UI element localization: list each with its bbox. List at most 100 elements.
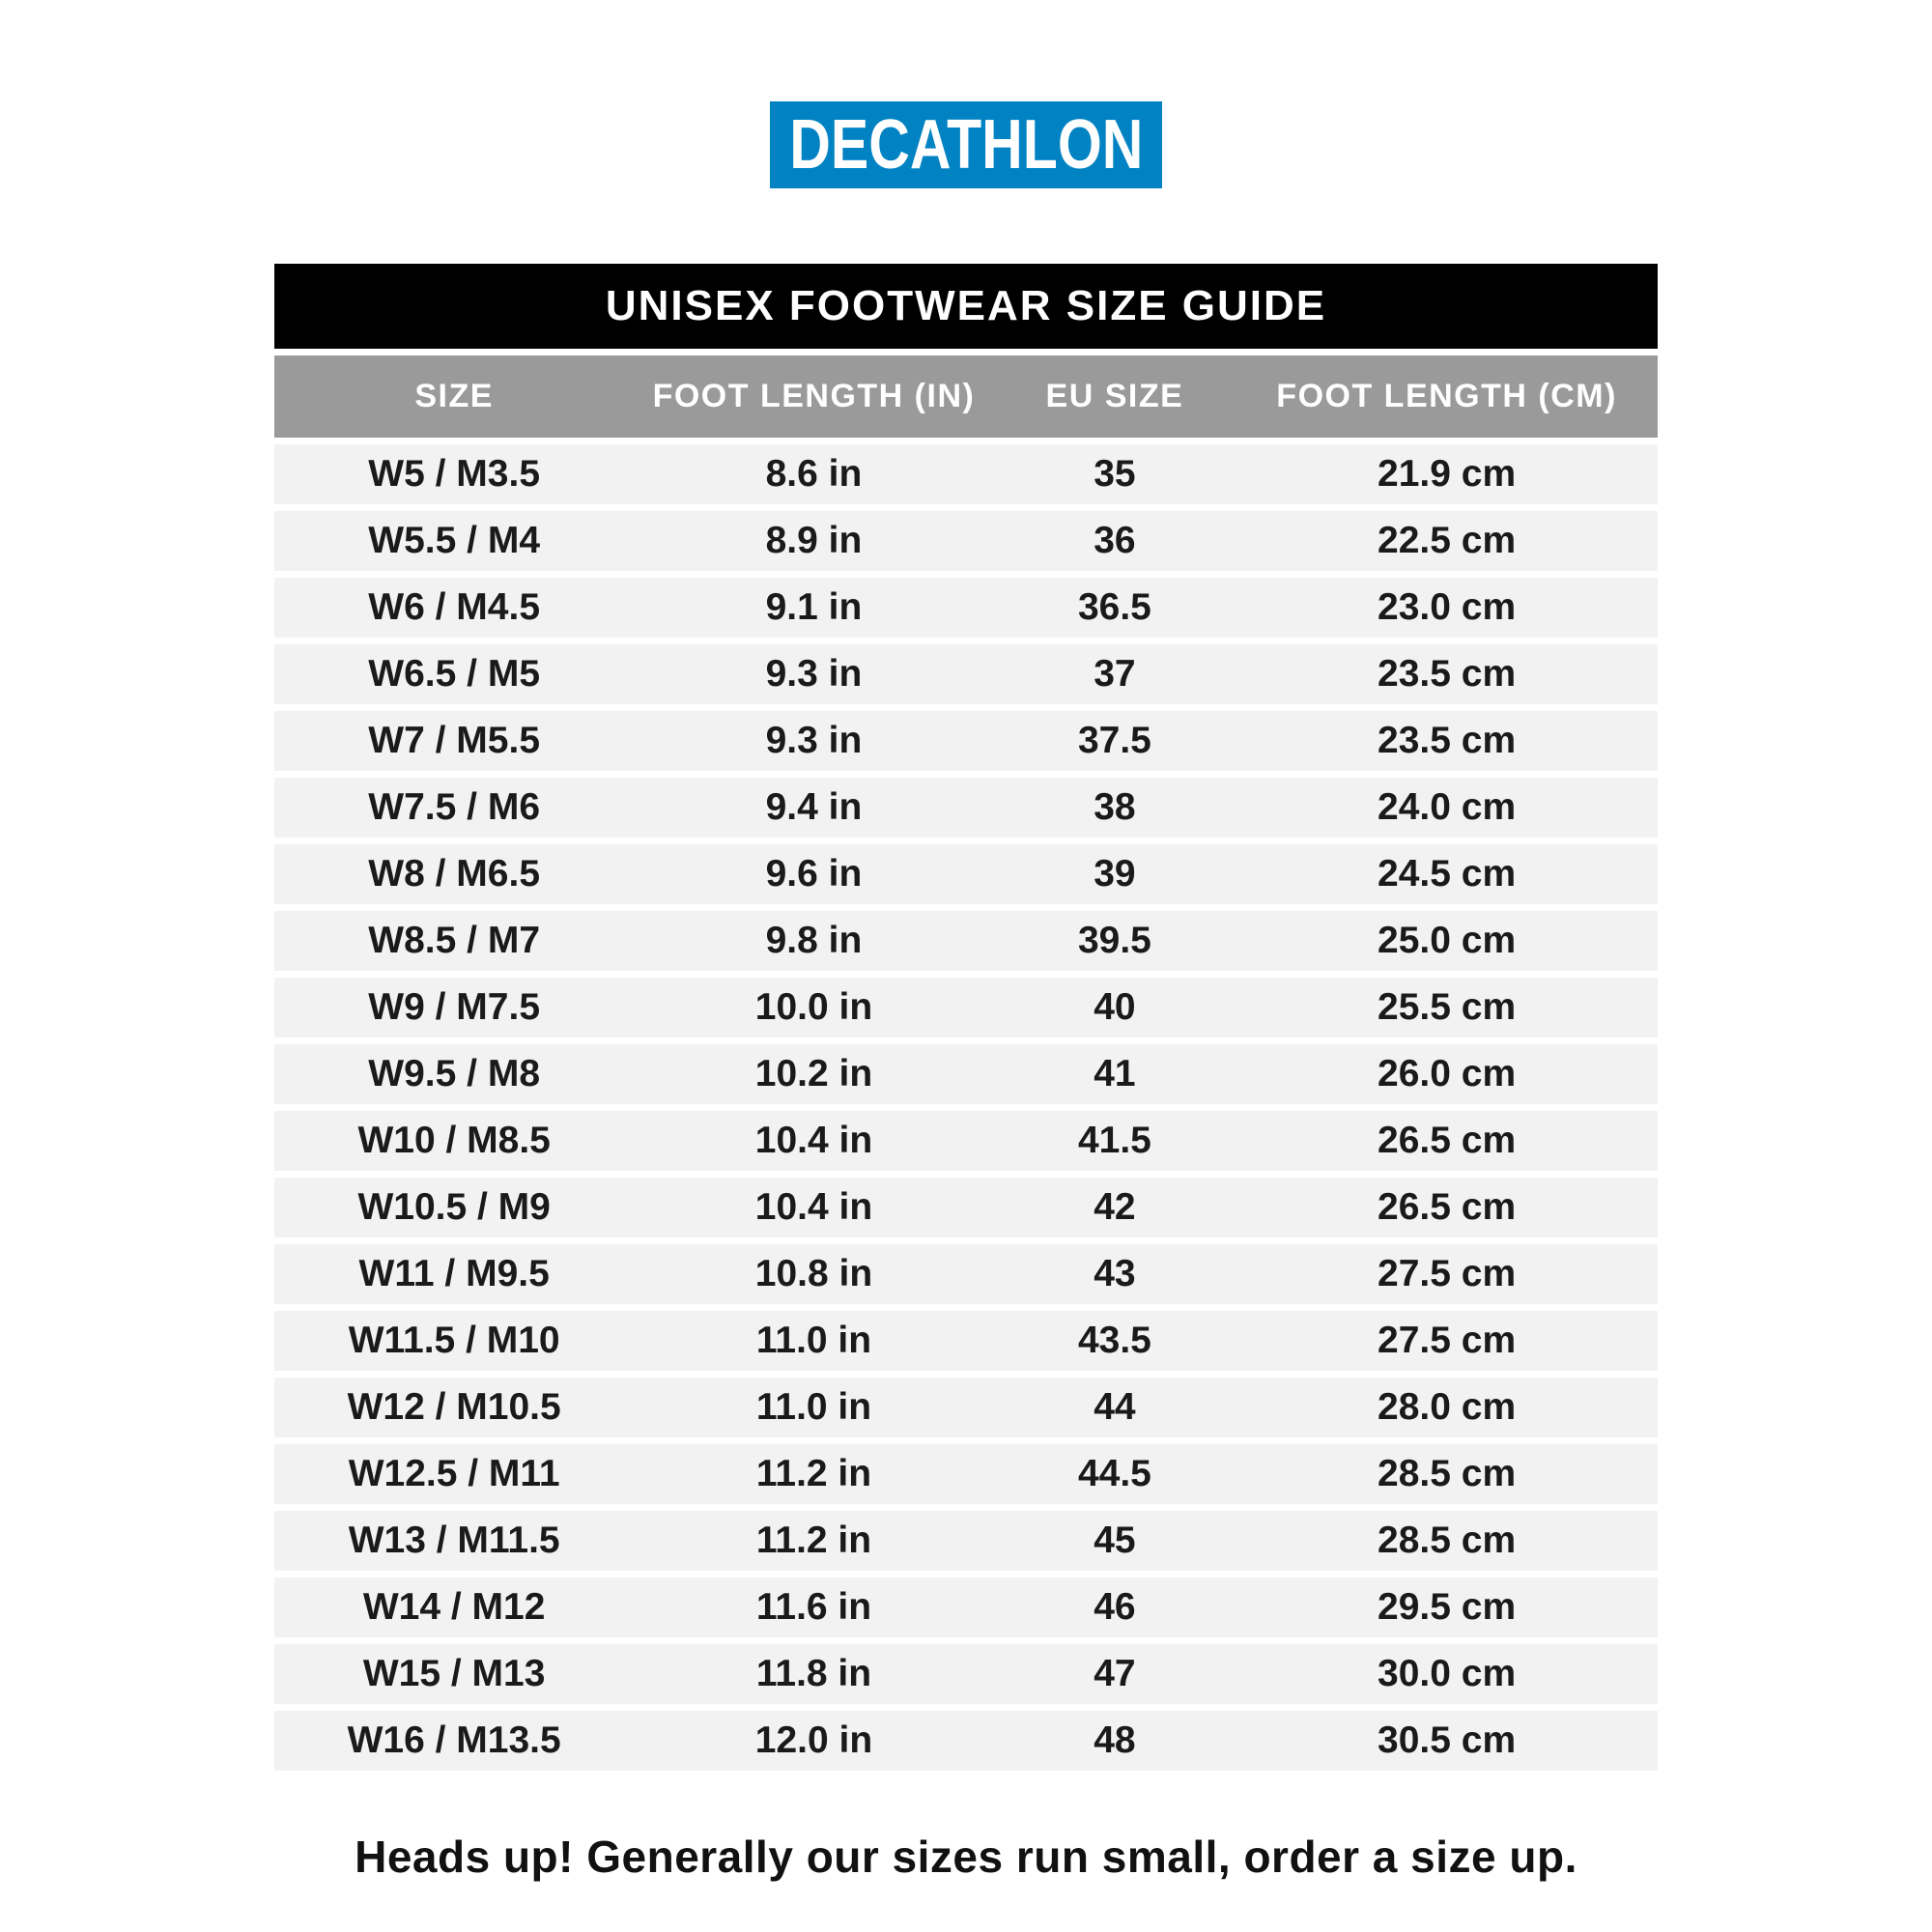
table-cell: W12 / M10.5 [274,1378,635,1437]
table-cell: 9.8 in [634,911,994,971]
table-cell: 39 [993,844,1236,904]
table-header-row: SIZE FOOT LENGTH (IN) EU SIZE FOOT LENGT… [274,355,1658,438]
table-cell: 44.5 [993,1444,1236,1504]
table-cell: 9.1 in [634,578,994,638]
table-cell: 37 [993,644,1236,704]
table-cell: 11.6 in [634,1577,994,1637]
table-row: W6.5 / M5 9.3 in 37 23.5 cm [274,644,1658,704]
title-bar: UNISEX FOOTWEAR SIZE GUIDE [274,264,1658,349]
table-cell: W5.5 / M4 [274,511,635,571]
table-cell: 27.5 cm [1236,1244,1658,1304]
table-cell: 48 [993,1711,1236,1771]
table-cell: 9.3 in [634,644,994,704]
table-cell: 11.2 in [634,1511,994,1571]
table-cell: 22.5 cm [1236,511,1658,571]
table-cell: 25.5 cm [1236,978,1658,1037]
table-cell: 39.5 [993,911,1236,971]
table-row: W9 / M7.5 10.0 in 40 25.5 cm [274,978,1658,1037]
table-cell: W7.5 / M6 [274,778,635,838]
table-cell: 21.9 cm [1236,444,1658,504]
table-cell: 11.0 in [634,1378,994,1437]
table-cell: 36 [993,511,1236,571]
table-cell: 9.4 in [634,778,994,838]
table-row: W10.5 / M9 10.4 in 42 26.5 cm [274,1178,1658,1237]
table-row: W5.5 / M4 8.9 in 36 22.5 cm [274,511,1658,571]
table-cell: 43.5 [993,1311,1236,1371]
table-cell: 10.2 in [634,1044,994,1104]
table-cell: 38 [993,778,1236,838]
table-row: W10 / M8.5 10.4 in 41.5 26.5 cm [274,1111,1658,1171]
table-cell: 23.5 cm [1236,644,1658,704]
table-cell: W8 / M6.5 [274,844,635,904]
table-cell: 30.0 cm [1236,1644,1658,1704]
table-cell: 30.5 cm [1236,1711,1658,1771]
table-cell: W6 / M4.5 [274,578,635,638]
table-row: W7 / M5.5 9.3 in 37.5 23.5 cm [274,711,1658,771]
table-cell: 25.0 cm [1236,911,1658,971]
table-cell: W10 / M8.5 [274,1111,635,1171]
table-cell: 40 [993,978,1236,1037]
table-row: W12.5 / M11 11.2 in 44.5 28.5 cm [274,1444,1658,1504]
decathlon-logo-text: DECATHLON [788,106,1144,184]
table-cell: 36.5 [993,578,1236,638]
table-cell: 47 [993,1644,1236,1704]
column-header-size: SIZE [274,355,635,438]
table-cell: W16 / M13.5 [274,1711,635,1771]
table-cell: W15 / M13 [274,1644,635,1704]
table-cell: W9 / M7.5 [274,978,635,1037]
table-cell: W13 / M11.5 [274,1511,635,1571]
table-row: W12 / M10.5 11.0 in 44 28.0 cm [274,1378,1658,1437]
table-row: W16 / M13.5 12.0 in 48 30.5 cm [274,1711,1658,1771]
table-cell: 45 [993,1511,1236,1571]
table-cell: 28.5 cm [1236,1444,1658,1504]
size-table-body: W5 / M3.5 8.6 in 35 21.9 cm W5.5 / M4 8.9 in 3… [274,444,1658,1771]
table-cell: 41.5 [993,1111,1236,1171]
table-cell: W12.5 / M11 [274,1444,635,1504]
table-cell: 23.0 cm [1236,578,1658,638]
table-cell: 9.3 in [634,711,994,771]
table-cell: 29.5 cm [1236,1577,1658,1637]
table-cell: 11.8 in [634,1644,994,1704]
table-cell: 24.0 cm [1236,778,1658,838]
table-row: W6 / M4.5 9.1 in 36.5 23.0 cm [274,578,1658,638]
size-table: SIZE FOOT LENGTH (IN) EU SIZE FOOT LENGT… [274,349,1658,1777]
table-cell: 26.5 cm [1236,1111,1658,1171]
column-header-foot-length-in: FOOT LENGTH (IN) [634,355,994,438]
table-cell: W8.5 / M7 [274,911,635,971]
table-cell: W6.5 / M5 [274,644,635,704]
table-row: W15 / M13 11.8 in 47 30.0 cm [274,1644,1658,1704]
table-row: W14 / M12 11.6 in 46 29.5 cm [274,1577,1658,1637]
table-cell: 28.0 cm [1236,1378,1658,1437]
table-cell: 8.6 in [634,444,994,504]
table-cell: 24.5 cm [1236,844,1658,904]
table-row: W11.5 / M10 11.0 in 43.5 27.5 cm [274,1311,1658,1371]
table-row: W11 / M9.5 10.8 in 43 27.5 cm [274,1244,1658,1304]
table-cell: W7 / M5.5 [274,711,635,771]
column-header-foot-length-cm: FOOT LENGTH (CM) [1236,355,1658,438]
table-cell: 46 [993,1577,1236,1637]
table-cell: 37.5 [993,711,1236,771]
table-cell: 8.9 in [634,511,994,571]
table-cell: W11.5 / M10 [274,1311,635,1371]
table-row: W9.5 / M8 10.2 in 41 26.0 cm [274,1044,1658,1104]
table-cell: 10.4 in [634,1111,994,1171]
table-cell: 26.5 cm [1236,1178,1658,1237]
table-cell: W5 / M3.5 [274,444,635,504]
table-cell: W11 / M9.5 [274,1244,635,1304]
table-row: W7.5 / M6 9.4 in 38 24.0 cm [274,778,1658,838]
table-cell: 28.5 cm [1236,1511,1658,1571]
page-title: UNISEX FOOTWEAR SIZE GUIDE [605,282,1327,329]
table-cell: 44 [993,1378,1236,1437]
table-row: W8 / M6.5 9.6 in 39 24.5 cm [274,844,1658,904]
footer-note: Heads up! Generally our sizes run small,… [355,1832,1577,1882]
table-cell: W9.5 / M8 [274,1044,635,1104]
table-cell: W14 / M12 [274,1577,635,1637]
table-cell: 11.2 in [634,1444,994,1504]
column-header-eu-size: EU SIZE [993,355,1236,438]
table-cell: 43 [993,1244,1236,1304]
table-row: W5 / M3.5 8.6 in 35 21.9 cm [274,444,1658,504]
table-cell: 11.0 in [634,1311,994,1371]
table-cell: 10.4 in [634,1178,994,1237]
table-cell: 35 [993,444,1236,504]
